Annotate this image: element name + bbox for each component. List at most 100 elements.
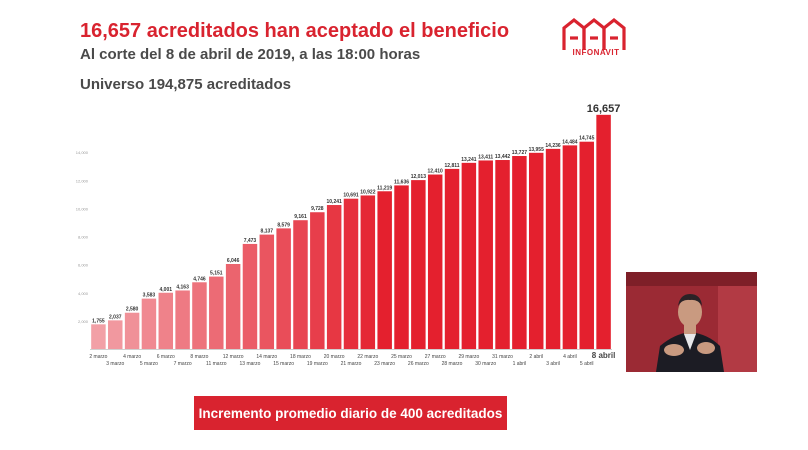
bar-value-label: 12,811	[445, 163, 460, 169]
x-tick-label: 14 marzo	[256, 354, 277, 360]
bar	[141, 298, 157, 349]
bar	[545, 148, 561, 349]
bar	[209, 276, 224, 349]
bar-value-label: 16,657	[587, 103, 621, 115]
bar-value-label: 14,484	[562, 139, 578, 145]
bar	[242, 243, 258, 349]
x-tick-label: 29 marzo	[458, 354, 479, 360]
bar-value-label: 13,442	[495, 154, 511, 160]
x-tick-label: 21 marzo	[341, 361, 362, 367]
bar-value-label: 10,922	[360, 189, 376, 195]
x-tick-label: 15 marzo	[273, 361, 294, 367]
y-tick-label: 2,000	[78, 319, 89, 324]
bar-value-label: 13,727	[512, 150, 528, 156]
bar-value-label: 4,001	[160, 287, 173, 293]
x-tick-label: 8 marzo	[190, 354, 208, 360]
x-tick-label: 31 marzo	[492, 354, 513, 360]
infonavit-logo-icon	[562, 17, 626, 50]
bar	[175, 290, 190, 349]
bar	[326, 205, 342, 349]
y-tick-label: 14,000	[76, 150, 89, 155]
bar	[108, 320, 123, 349]
average-increase-banner: Incremento promedio diario de 400 acredi…	[194, 396, 507, 430]
universe-total: Universo 194,875 acreditados	[80, 76, 291, 93]
bar-value-label: 2,580	[126, 307, 139, 313]
bar	[562, 145, 578, 349]
bar-value-label: 1,755	[92, 318, 105, 324]
x-tick-label: 7 marzo	[174, 361, 192, 367]
bar-value-label: 10,691	[343, 193, 359, 199]
bar-value-label: 13,241	[461, 157, 477, 163]
bar-value-label: 4,746	[193, 276, 206, 282]
x-tick-label: 2 marzo	[89, 354, 107, 360]
bar-value-label: 5,151	[210, 271, 223, 277]
bar	[310, 212, 325, 349]
bar	[276, 228, 291, 349]
x-tick-label: 25 marzo	[391, 354, 412, 360]
x-tick-label: 13 marzo	[240, 361, 261, 367]
x-tick-label: 11 marzo	[206, 361, 227, 367]
bar-value-label: 13,411	[478, 154, 493, 160]
bar-value-label: 12,410	[428, 169, 444, 175]
y-tick-label: 6,000	[78, 263, 89, 268]
bar	[596, 114, 611, 349]
bar	[360, 195, 376, 349]
x-tick-label: 22 marzo	[357, 354, 378, 360]
bar-value-label: 14,745	[579, 136, 595, 142]
bar	[192, 282, 207, 349]
logo-text: INFONAVIT	[572, 48, 620, 57]
bar-value-label: 9,728	[311, 206, 324, 212]
y-tick-label: 10,000	[76, 206, 89, 211]
bar-value-label: 8,579	[277, 222, 290, 228]
bar	[461, 162, 477, 349]
bar	[225, 264, 241, 349]
x-tick-label: 2 abril	[529, 354, 543, 360]
bar	[427, 174, 443, 349]
bar	[478, 160, 493, 349]
bar-value-label: 8,137	[261, 229, 274, 235]
bar	[411, 180, 426, 349]
bar-value-label: 12,013	[411, 174, 427, 180]
x-tick-label: 4 abril	[563, 354, 577, 360]
bar	[528, 152, 544, 349]
bar-value-label: 6,046	[227, 258, 240, 264]
bar	[91, 324, 106, 349]
bar	[512, 156, 527, 349]
x-tick-label: 3 marzo	[106, 361, 124, 367]
bar-value-label: 10,241	[327, 199, 343, 205]
bar	[495, 160, 510, 349]
bar-value-label: 11,219	[377, 185, 392, 191]
x-tick-label: 27 marzo	[425, 354, 446, 360]
x-tick-label: 1 abril	[513, 361, 527, 367]
bar-value-label: 4,163	[176, 284, 189, 290]
bar	[293, 220, 308, 349]
bar-value-label: 7,473	[244, 238, 257, 244]
bar	[158, 292, 174, 349]
bar-value-label: 9,161	[294, 214, 307, 220]
sign-language-interpreter	[626, 272, 757, 372]
x-tick-label: 5 marzo	[140, 361, 158, 367]
bar-value-label: 13,955	[529, 147, 545, 153]
x-tick-label: 26 marzo	[408, 361, 429, 367]
x-tick-label: 19 marzo	[307, 361, 328, 367]
bar	[377, 191, 392, 349]
x-tick-label: 5 abril	[580, 361, 594, 367]
x-tick-label: 23 marzo	[374, 361, 395, 367]
bar	[259, 234, 275, 349]
page-subtitle: Al corte del 8 de abril de 2019, a las 1…	[80, 46, 421, 63]
x-tick-label: 18 marzo	[290, 354, 311, 360]
bar	[394, 185, 409, 349]
bar	[444, 168, 460, 349]
bar-value-label: 11,636	[394, 179, 409, 185]
x-tick-label: 28 marzo	[442, 361, 463, 367]
x-tick-label: 20 marzo	[324, 354, 345, 360]
page-title: 16,657 acreditados han aceptado el benef…	[80, 20, 510, 42]
x-tick-label: 4 marzo	[123, 354, 141, 360]
bar-value-label: 14,236	[545, 143, 561, 149]
x-tick-label: 6 marzo	[157, 354, 175, 360]
bar-value-label: 2,037	[109, 314, 122, 320]
bar	[124, 312, 140, 349]
y-tick-label: 12,000	[76, 178, 89, 183]
